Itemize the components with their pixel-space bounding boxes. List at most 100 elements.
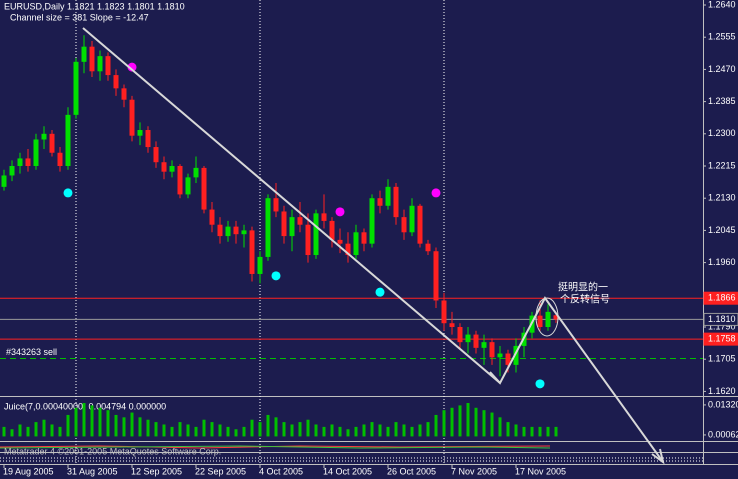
histogram-bar: [82, 403, 86, 437]
candle-body: [17, 158, 23, 167]
histogram-bar: [194, 426, 198, 437]
histogram-bar: [450, 407, 454, 437]
histogram-bar: [98, 407, 102, 437]
histogram-bar: [442, 410, 446, 437]
candle-body: [409, 205, 415, 233]
candle-body: [361, 232, 367, 244]
histogram-bar: [458, 405, 462, 437]
x-tick-label: 17 Nov 2005: [515, 466, 566, 476]
histogram-bar: [266, 414, 270, 437]
y-tick-label: 1.1620: [708, 386, 736, 396]
histogram-bar: [346, 429, 350, 437]
candle-body: [33, 139, 39, 167]
candle-body: [193, 167, 199, 178]
candle-body: [113, 75, 119, 89]
histogram-bar: [2, 426, 6, 437]
candle-body: [385, 186, 391, 206]
histogram-bar: [394, 422, 398, 437]
candle-body: [137, 130, 143, 136]
candle-body: [201, 167, 207, 210]
histogram-bar: [362, 424, 366, 437]
histogram-bar: [314, 424, 318, 437]
candle-body: [369, 198, 375, 244]
histogram-bar: [410, 426, 414, 437]
histogram-bar: [226, 426, 230, 437]
highlight-circle: [535, 297, 559, 337]
histogram-bar: [186, 424, 190, 437]
candle-body: [449, 323, 455, 328]
candle-body: [305, 224, 311, 256]
signal-dot: [127, 62, 137, 72]
histogram-bar: [122, 417, 126, 437]
annotation: 个反转信号: [560, 293, 610, 306]
candle-body: [329, 220, 335, 240]
histogram-bar: [474, 407, 478, 437]
candle-body: [81, 46, 87, 62]
price-label: 1.1810: [708, 314, 736, 324]
histogram-bar: [306, 419, 310, 437]
candle-body: [241, 230, 247, 235]
annotation: 挺明显的一: [558, 281, 608, 294]
histogram-bar: [258, 422, 262, 437]
sub-line: [0, 445, 551, 449]
candle-body: [97, 56, 103, 72]
candle-body: [553, 315, 559, 320]
histogram-bar: [114, 414, 118, 437]
candle-body: [465, 334, 471, 343]
histogram-bar: [386, 426, 390, 437]
candle-body: [441, 300, 447, 324]
histogram-bar: [322, 426, 326, 437]
histogram-bar: [466, 403, 470, 437]
histogram-bar: [202, 419, 206, 437]
candle-body: [121, 88, 127, 100]
histogram-bar: [162, 424, 166, 437]
histogram-bar: [290, 424, 294, 437]
footer: Metatrader 4 ©2001-2005 MetaQuotes Softw…: [4, 446, 221, 456]
histogram-bar: [138, 417, 142, 437]
signal-dot: [63, 188, 73, 198]
histogram-bar: [538, 426, 542, 437]
candle-body: [289, 217, 295, 237]
y-tick-label: 1.2215: [708, 160, 736, 170]
histogram-bar: [378, 424, 382, 437]
histogram-bar: [218, 424, 222, 437]
candle-body: [1, 175, 7, 187]
candle-body: [161, 162, 167, 172]
candle-body: [537, 315, 543, 328]
y-tick-label: 1.2470: [708, 64, 736, 74]
histogram-bar: [90, 405, 94, 437]
candle-body: [489, 342, 495, 358]
drawings: [82, 27, 665, 465]
candle-body: [273, 198, 279, 212]
histogram-bar: [50, 424, 54, 437]
price-label-box: [703, 291, 738, 305]
candle-body: [209, 209, 215, 225]
signal-dot: [335, 207, 345, 217]
signal-dot: [375, 287, 385, 297]
candle-body: [89, 46, 95, 72]
candle-body: [481, 342, 487, 348]
histogram-bar: [18, 424, 22, 437]
y-tick-label: 1.1960: [708, 257, 736, 267]
y-tick-label: 1.1790: [708, 321, 736, 331]
candle-body: [9, 166, 15, 176]
histogram-bar: [546, 426, 550, 437]
candle-body: [417, 205, 423, 244]
histogram-bar: [338, 426, 342, 437]
histogram-bar: [274, 417, 278, 437]
histogram-bar: [298, 422, 302, 437]
x-tick-label: 7 Nov 2005: [451, 466, 497, 476]
histogram-bar: [370, 422, 374, 437]
candle-body: [425, 243, 431, 252]
chart-subtitle: Channel size = 381 Slope = -12.47: [10, 12, 149, 22]
histogram-bar: [434, 414, 438, 437]
candle-body: [217, 224, 223, 237]
histogram-bar: [402, 424, 406, 437]
candle-body: [105, 56, 111, 76]
x-tick-label: 19 Aug 2005: [3, 466, 54, 476]
plot-area: [0, 0, 703, 465]
candle-body: [25, 158, 31, 167]
histogram-bar: [242, 426, 246, 437]
histogram-bar: [130, 412, 134, 437]
